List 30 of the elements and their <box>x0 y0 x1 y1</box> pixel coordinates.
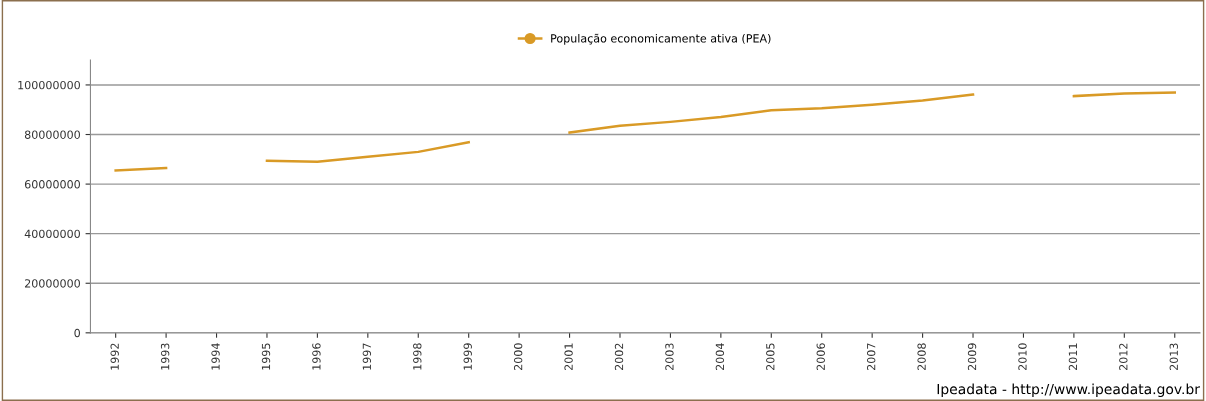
y-tick-label: 60000000 <box>24 180 80 189</box>
y-tick-label: 80000000 <box>24 130 80 139</box>
x-tick-label: 2013 <box>1169 343 1178 371</box>
x-tick-label: 1993 <box>160 343 170 370</box>
x-tick-label: 1999 <box>463 343 472 370</box>
x-tick-label: 1998 <box>413 343 422 370</box>
x-tick-label: 1995 <box>261 343 271 370</box>
x-tick-label: 1997 <box>362 343 372 370</box>
x-tick-label: 2006 <box>816 343 825 371</box>
x-tick-label: 2003 <box>665 343 674 371</box>
x-tick-label: 2002 <box>614 343 624 371</box>
x-tick-label: 1992 <box>110 343 119 370</box>
x-tick-label: 2007 <box>866 343 876 371</box>
y-tick-label: 0 <box>74 328 80 338</box>
x-tick-label: 2010 <box>1018 343 1027 371</box>
x-tick-label: 2012 <box>1119 343 1128 371</box>
y-tick-label: 100000000 <box>18 80 80 90</box>
x-tick-label: 1994 <box>211 343 220 370</box>
x-tick-label: 2000 <box>513 343 523 371</box>
x-tick-label: 2004 <box>715 343 725 371</box>
x-tick-label: 2001 <box>564 343 573 371</box>
legend-label: População economicamente ativa (PEA) <box>551 33 771 45</box>
x-tick-label: 2009 <box>967 343 977 371</box>
x-tick-label: 2008 <box>917 343 926 371</box>
x-tick-label: 2005 <box>766 343 775 371</box>
x-tick-label: 1996 <box>312 343 321 370</box>
y-tick-label: 40000000 <box>24 229 80 239</box>
text: Ipeadata - http://www.ipeadata.gov.br <box>937 383 1200 397</box>
y-tick-label: 20000000 <box>24 279 80 288</box>
x-tick-label: 2011 <box>1068 343 1078 371</box>
